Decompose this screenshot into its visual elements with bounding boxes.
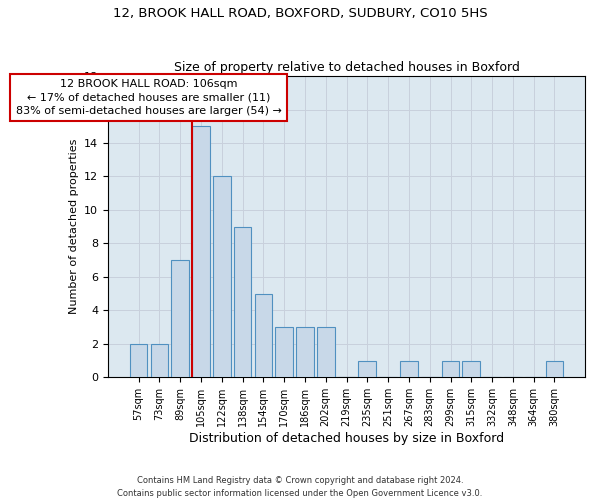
Title: Size of property relative to detached houses in Boxford: Size of property relative to detached ho… (173, 60, 520, 74)
Bar (213, 176, 230, 378)
X-axis label: Distribution of detached houses by size in Boxford: Distribution of detached houses by size … (189, 432, 504, 445)
Bar (151, 344, 168, 378)
Text: Contains HM Land Registry data © Crown copyright and database right 2024.
Contai: Contains HM Land Registry data © Crown c… (118, 476, 482, 498)
Bar (296, 327, 314, 378)
Bar (172, 260, 189, 378)
Bar (192, 126, 210, 378)
Bar (358, 360, 376, 378)
Bar (463, 360, 480, 378)
Bar (275, 327, 293, 378)
Bar (130, 344, 148, 378)
Y-axis label: Number of detached properties: Number of detached properties (68, 139, 79, 314)
Bar (400, 360, 418, 378)
Text: 12 BROOK HALL ROAD: 106sqm
← 17% of detached houses are smaller (11)
83% of semi: 12 BROOK HALL ROAD: 106sqm ← 17% of deta… (16, 80, 282, 116)
Text: 12, BROOK HALL ROAD, BOXFORD, SUDBURY, CO10 5HS: 12, BROOK HALL ROAD, BOXFORD, SUDBURY, C… (113, 8, 487, 20)
Bar (234, 226, 251, 378)
Bar (545, 360, 563, 378)
Bar (254, 294, 272, 378)
Bar (317, 327, 335, 378)
Bar (442, 360, 460, 378)
